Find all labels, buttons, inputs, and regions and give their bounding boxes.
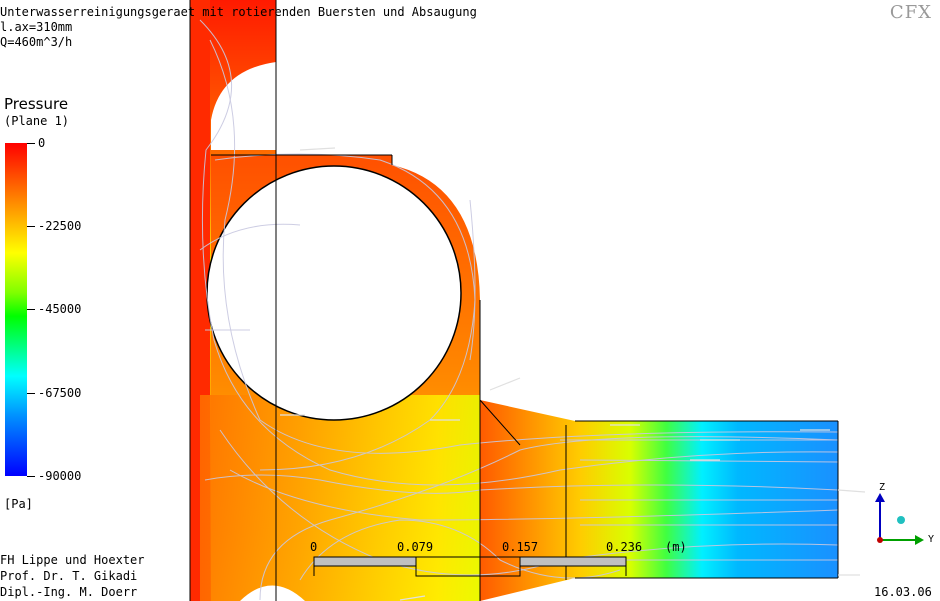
lower-region bbox=[200, 395, 480, 601]
legend-unit: [Pa] bbox=[4, 497, 33, 511]
legend-tick bbox=[27, 393, 35, 394]
scale-bar bbox=[313, 556, 627, 577]
scale-label: 0.079 bbox=[397, 540, 434, 554]
geometry-lines bbox=[189, 0, 839, 601]
velocity-arrows bbox=[280, 147, 866, 601]
y-axis-label: Y bbox=[928, 534, 935, 545]
legend-title: Pressure bbox=[4, 95, 69, 113]
upper-pocket bbox=[211, 62, 276, 150]
cfx-logo: CFX bbox=[889, 2, 932, 23]
legend-tick-label: -67500 bbox=[38, 386, 82, 400]
scale-label: 0 bbox=[310, 540, 318, 554]
scale-unit-label: (m) bbox=[665, 540, 687, 554]
engineer-text: Dipl.-Ing. M. Doerr bbox=[0, 585, 138, 599]
legend-tick bbox=[27, 309, 35, 310]
axis-triad bbox=[875, 493, 924, 545]
legend-tick-label: -45000 bbox=[38, 302, 82, 316]
date-text: 16.03.06 bbox=[874, 585, 932, 599]
legend-tick-label: -90000 bbox=[38, 469, 82, 483]
legend-tick bbox=[27, 143, 35, 144]
legend-subtitle: (Plane 1) bbox=[4, 114, 70, 128]
lower-brush bbox=[240, 585, 305, 601]
legend-tick bbox=[27, 476, 35, 477]
title-text: Unterwasserreinigungsgeraet mit rotieren… bbox=[0, 5, 477, 19]
flow-rate-text: Q=460m^3/h bbox=[0, 35, 73, 49]
institution-text: FH Lippe und Hoexter bbox=[0, 553, 145, 567]
z-axis-label: Z bbox=[879, 482, 886, 493]
legend-tick bbox=[27, 226, 35, 227]
scale-label: 0.236 bbox=[606, 540, 643, 554]
pressure-colorbar bbox=[5, 143, 27, 476]
axial-length-text: l.ax=310mm bbox=[0, 20, 73, 34]
scale-label: 0.157 bbox=[502, 540, 539, 554]
professor-text: Prof. Dr. T. Gikadi bbox=[0, 569, 138, 583]
legend-tick-label: 0 bbox=[38, 136, 46, 150]
legend-tick-label: -22500 bbox=[38, 219, 82, 233]
